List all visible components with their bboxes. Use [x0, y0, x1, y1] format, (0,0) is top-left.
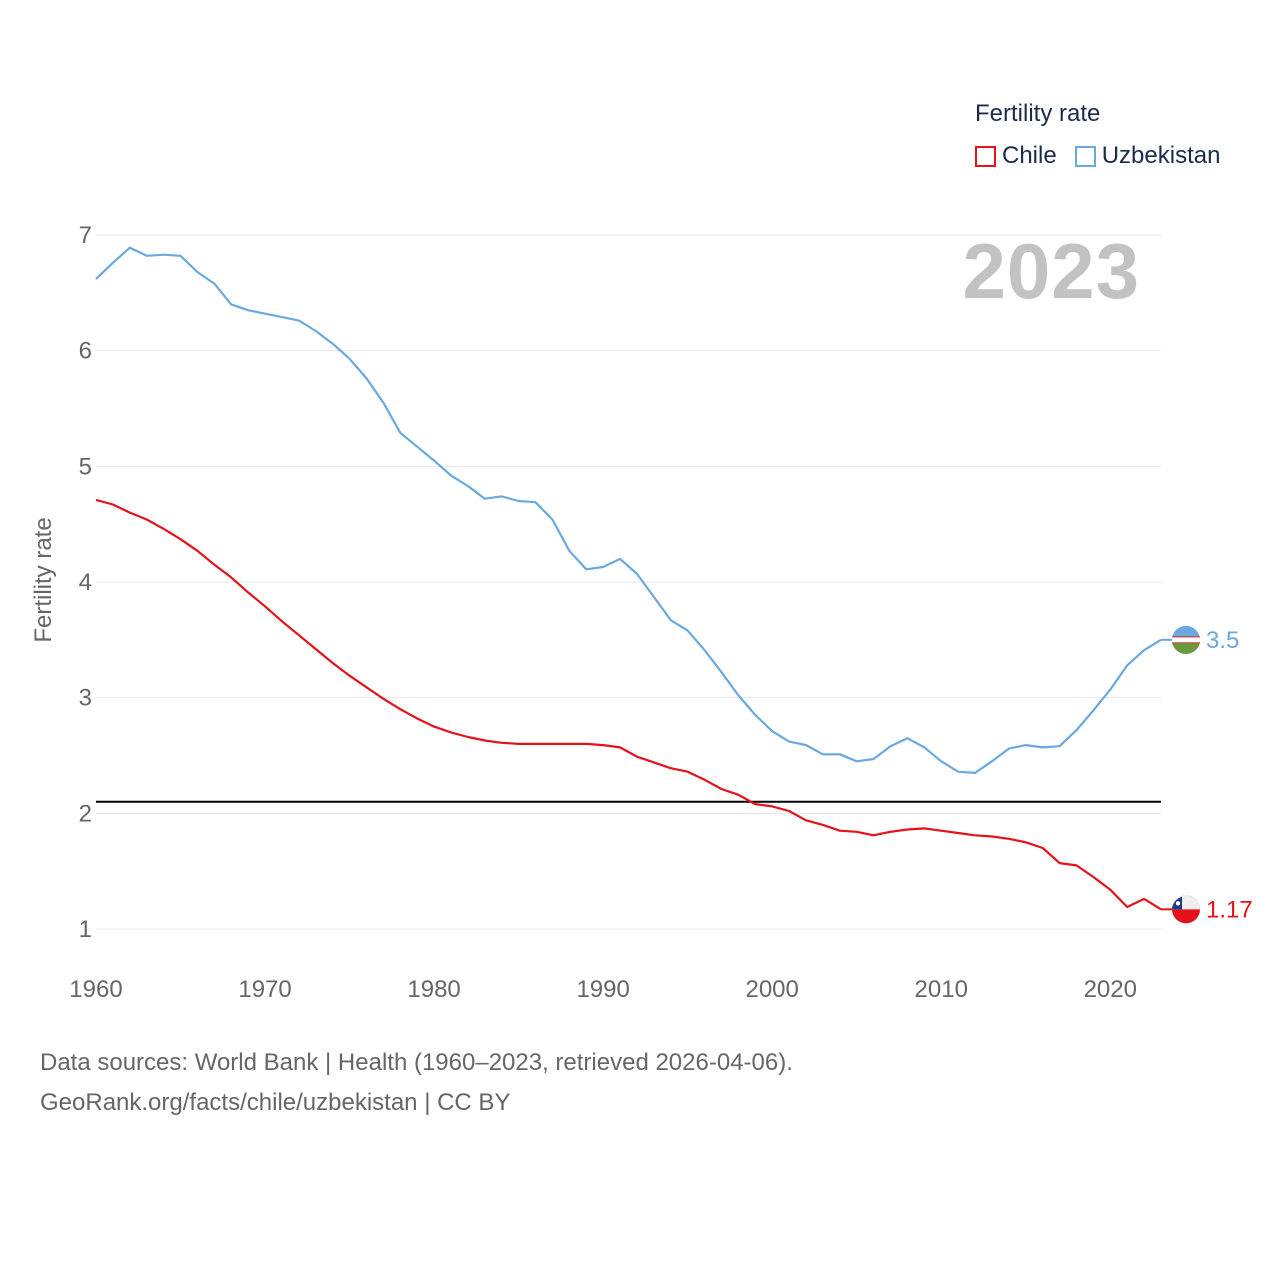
uzbekistan-flag-green-band	[1172, 643, 1200, 655]
legend-label-uzbekistan: Uzbekistan	[1101, 142, 1221, 169]
year-watermark: 2023	[962, 227, 1140, 315]
legend-swatch-chile	[975, 145, 996, 167]
y-tick-label-7: 7	[79, 222, 92, 249]
footer: Data sources: World Bank | Health (1960–…	[40, 1043, 793, 1123]
x-tick-label-1990: 1990	[576, 976, 629, 1003]
y-tick-label-3: 3	[79, 685, 92, 712]
y-tick-label-1: 1	[79, 916, 92, 943]
x-tick-label-1960: 1960	[69, 976, 122, 1003]
data-source-note: Data sources: World Bank | Health (1960–…	[40, 1049, 793, 1076]
series-line-chile	[95, 498, 1162, 911]
series-line-uzbekistan	[95, 246, 1162, 775]
legend-item-uzbekistan[interactable]: Uzbekistan	[1074, 142, 1221, 170]
uzbekistan-flag-white-band	[1172, 636, 1200, 643]
legend: Chile Uzbekistan	[975, 142, 1238, 170]
end-value-label-chile: 1.17	[1206, 896, 1253, 923]
legend-item-chile[interactable]: Chile	[975, 142, 1057, 170]
y-axis-label: Fertility rate	[30, 517, 57, 642]
x-tick-label-1970: 1970	[238, 976, 291, 1003]
y-tick-label-4: 4	[79, 569, 92, 596]
legend-title: Fertility rate	[975, 100, 1101, 127]
legend-label-chile: Chile	[1002, 142, 1057, 169]
y-tick-label-6: 6	[79, 338, 92, 365]
attribution-link[interactable]: GeoRank.org/facts/chile/uzbekistan | CC …	[40, 1089, 511, 1116]
x-tick-label-2010: 2010	[915, 976, 968, 1003]
y-tick-label-5: 5	[79, 453, 92, 480]
legend-swatch-uzbekistan	[1074, 145, 1096, 167]
chile-flag-star	[1175, 901, 1181, 906]
x-tick-label-2000: 2000	[745, 976, 798, 1003]
x-tick-label-2020: 2020	[1084, 976, 1137, 1003]
y-tick-label-2: 2	[79, 800, 92, 827]
end-value-label-uzbekistan: 3.5	[1206, 627, 1239, 654]
x-tick-label-1980: 1980	[407, 976, 460, 1003]
